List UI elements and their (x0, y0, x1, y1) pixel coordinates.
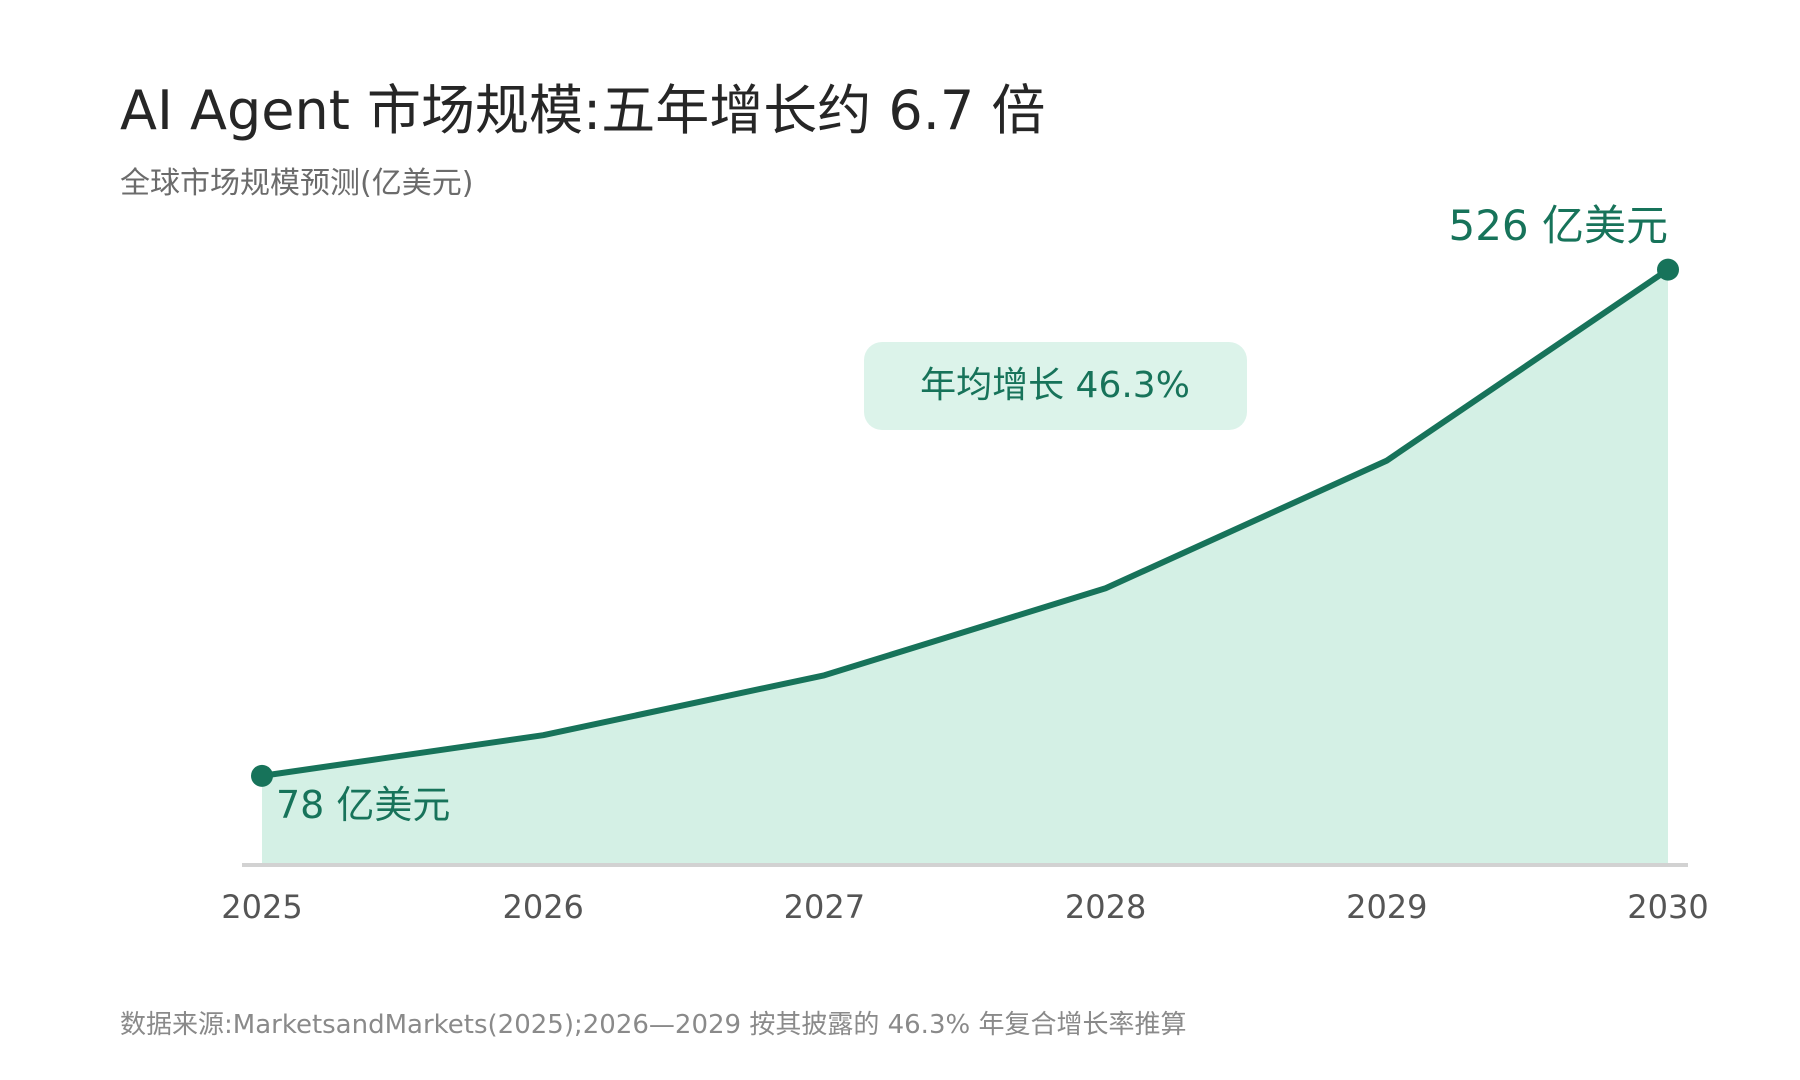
end-value-label: 526 亿美元 (1448, 201, 1668, 250)
data-point-2025 (251, 764, 273, 787)
start-value-label: 78 亿美元 (276, 783, 450, 827)
x-tick-label-2028: 2028 (1065, 888, 1146, 926)
x-tick-label-2030: 2030 (1627, 888, 1708, 926)
cagr-badge-background (864, 342, 1247, 430)
x-tick-label-2029: 2029 (1346, 888, 1427, 926)
cagr-badge: 年均增长 46.3% (864, 342, 1247, 430)
x-tick-label-2026: 2026 (502, 888, 583, 926)
chart-subtitle: 全球市场规模预测(亿美元) (120, 166, 474, 201)
series-area (262, 269, 1668, 864)
data-point-2030 (1657, 258, 1679, 281)
plot-area: 2025 2026 2027 2028 2029 2030 (221, 258, 1709, 926)
x-tick-label-2025: 2025 (221, 888, 302, 926)
series-line (259, 266, 1671, 779)
cagr-badge-label: 年均增长 46.3% (920, 365, 1190, 406)
source-note: 数据来源:MarketsandMarkets(2025);2026—2029 按… (120, 1010, 1187, 1040)
chart-title: AI Agent 市场规模:五年增长约 6.7 倍 (120, 79, 1046, 142)
x-tick-label-2027: 2027 (784, 888, 865, 926)
